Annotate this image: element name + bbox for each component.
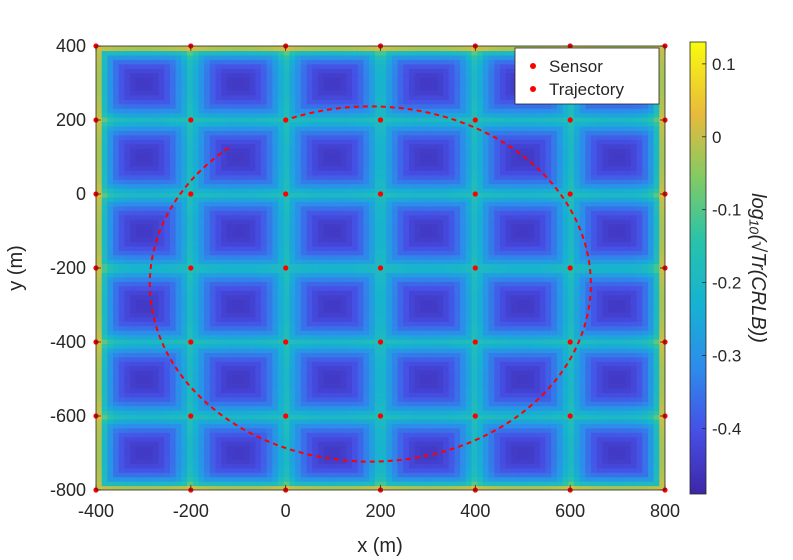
sensor-point (283, 265, 289, 271)
sensor-point (377, 339, 384, 345)
sensor-point (377, 117, 384, 123)
sensor-point (188, 265, 194, 271)
sensor-point (188, 191, 194, 197)
sensor-point (188, 413, 194, 419)
colorbar-label: log₁₀(√Tr(CRLB)) (747, 193, 769, 343)
colorbar-tick-label: -0.1 (712, 201, 741, 220)
y-tick-label: 400 (56, 36, 86, 56)
x-tick-label: 600 (555, 501, 585, 521)
colorbar-tick-label: 0.1 (712, 55, 736, 74)
colorbar-tick-label: -0.4 (712, 419, 741, 438)
legend: Sensor Trajectory (514, 47, 660, 105)
x-tick-label: 200 (365, 501, 395, 521)
y-tick-label: -200 (50, 258, 86, 278)
sensor-point (188, 339, 194, 345)
colorbar-tick-label: -0.2 (712, 274, 741, 293)
sensor-point (283, 191, 289, 197)
x-tick-label: -400 (78, 501, 114, 521)
x-tick-label: 0 (281, 501, 291, 521)
x-axis-ticks: -400 -200 0 200 400 600 800 (78, 46, 680, 521)
sensor-point (567, 117, 573, 123)
x-axis-label: x (m) (357, 535, 403, 557)
sensor-point (472, 117, 478, 123)
y-tick-label: -800 (50, 480, 86, 500)
y-tick-label: -600 (50, 406, 86, 426)
y-tick-label: 0 (76, 184, 86, 204)
sensor-point (567, 339, 573, 345)
y-tick-label: 200 (56, 110, 86, 130)
x-tick-label: -200 (173, 501, 209, 521)
sensor-point (377, 413, 384, 419)
sensor-point (472, 339, 478, 345)
sensor-point (567, 413, 573, 419)
sensor-point (472, 191, 478, 197)
sensor-point (188, 117, 194, 123)
trajectory-layer (148, 105, 592, 463)
y-axis-label: y (m) (5, 245, 27, 291)
y-axis-ticks: -800 -600 -400 -200 0 200 400 (50, 36, 665, 500)
legend-trajectory-marker (530, 86, 536, 92)
x-tick-label: 800 (650, 501, 680, 521)
y-tick-label: -400 (50, 332, 86, 352)
legend-box (514, 47, 660, 105)
sensor-point (567, 191, 573, 197)
sensor-point (283, 413, 289, 419)
legend-trajectory-label: Trajectory (549, 80, 624, 99)
colorbar (689, 41, 707, 495)
colorbar-tick-label: 0 (712, 128, 721, 147)
sensor-point (377, 265, 384, 271)
sensor-point (283, 117, 289, 123)
legend-sensor-label: Sensor (549, 57, 603, 76)
x-tick-label: 400 (460, 501, 490, 521)
sensor-point (472, 413, 478, 419)
sensor-point (377, 191, 384, 197)
colorbar-tick-label: -0.3 (712, 346, 741, 365)
colorbar-ticks: 0.1 0 -0.1 -0.2 -0.3 -0.4 (702, 55, 741, 438)
trajectory-path (148, 105, 592, 463)
sensor-point (283, 339, 289, 345)
sensor-point (472, 265, 478, 271)
legend-sensor-marker (530, 63, 536, 69)
sensor-point (567, 265, 573, 271)
